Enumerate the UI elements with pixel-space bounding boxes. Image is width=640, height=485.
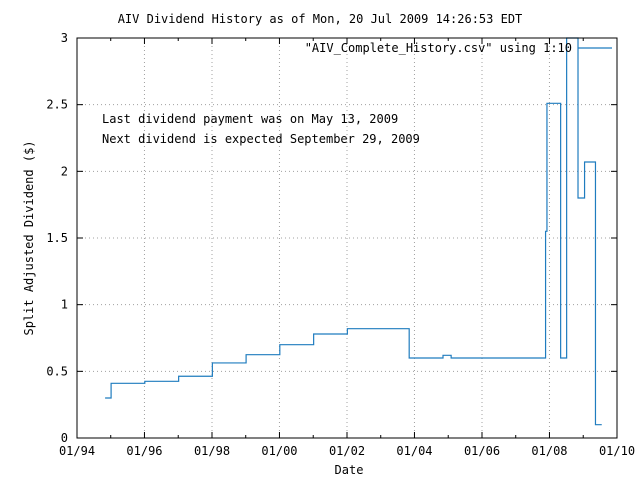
annotation-next-dividend: Next dividend is expected September 29, … [102, 132, 420, 146]
x-tick-label: 01/94 [59, 444, 95, 458]
y-tick-label: 0.5 [46, 364, 68, 378]
x-tick-label: 01/98 [194, 444, 230, 458]
annotation-last-dividend: Last dividend payment was on May 13, 200… [102, 112, 398, 126]
y-tick-label: 3 [61, 31, 68, 45]
legend-series-label: "AIV_Complete_History.csv" using 1:10 [305, 41, 572, 55]
ticks-layer: 0 0.5 1 1.5 2 2.5 3 01/94 01/96 01/98 01/00 01/02 01… [46, 31, 635, 458]
x-tick-label: 01/96 [126, 444, 162, 458]
x-tick-label: 01/02 [329, 444, 365, 458]
y-axis-label: Split Adjusted Dividend ($) [22, 140, 36, 335]
x-tick-label: 01/04 [396, 444, 432, 458]
grid-layer [77, 38, 617, 438]
x-tick-label: 01/06 [464, 444, 500, 458]
x-tick-label: 01/08 [531, 444, 567, 458]
y-tick-label: 2.5 [46, 98, 68, 112]
series-line-0 [105, 38, 602, 425]
x-tick-label: 01/10 [599, 444, 635, 458]
y-tick-label: 0 [61, 431, 68, 445]
y-tick-label: 1.5 [46, 231, 68, 245]
y-tick-label: 1 [61, 298, 68, 312]
x-axis-label: Date [335, 463, 364, 477]
x-tick-label: 01/00 [261, 444, 297, 458]
series-layer [105, 38, 602, 425]
legend: "AIV_Complete_History.csv" using 1:10 [305, 41, 612, 55]
chart-title: AIV Dividend History as of Mon, 20 Jul 2… [118, 12, 523, 26]
y-tick-label: 2 [61, 164, 68, 178]
